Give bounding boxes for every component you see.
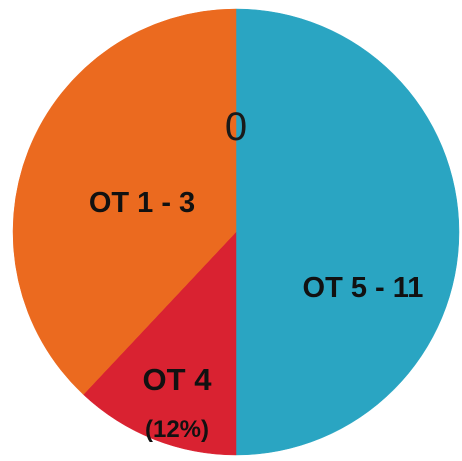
center-label: 0 (225, 105, 247, 149)
pie-slice-ot-4 (82, 231, 237, 456)
pie-slice-ot-5-11 (235, 8, 460, 456)
pie-slices (12, 8, 460, 456)
pie-labels: 0 OT 1 - 3 OT 5 - 11 OT 4 (12%) (89, 105, 424, 443)
pie-slice-ot-1-3 (12, 8, 237, 395)
slice-label-ot-5-11: OT 5 - 11 (303, 272, 424, 304)
slice-label-ot-4: OT 4 (143, 362, 213, 397)
slice-label-ot-1-3: OT 1 - 3 (89, 187, 195, 219)
slice-sublabel-ot-4: (12%) (145, 416, 209, 443)
